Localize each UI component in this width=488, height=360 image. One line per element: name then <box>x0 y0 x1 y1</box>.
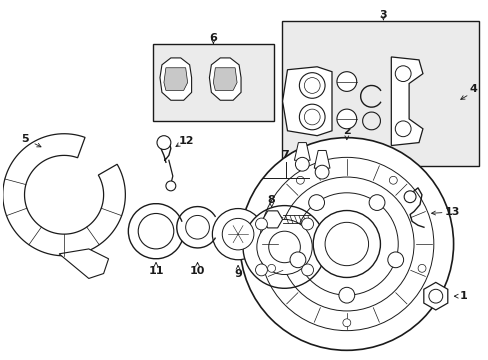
Polygon shape <box>213 68 237 90</box>
Circle shape <box>336 72 356 91</box>
Text: 13: 13 <box>444 207 459 216</box>
Circle shape <box>267 264 275 272</box>
Polygon shape <box>390 57 422 145</box>
Polygon shape <box>209 58 241 100</box>
Text: 11: 11 <box>148 266 163 276</box>
Polygon shape <box>423 282 447 310</box>
Circle shape <box>342 319 350 327</box>
Circle shape <box>255 264 267 276</box>
Circle shape <box>165 181 175 191</box>
Polygon shape <box>314 150 329 168</box>
Circle shape <box>315 165 328 179</box>
Polygon shape <box>163 68 187 90</box>
Bar <box>153 44 273 121</box>
Circle shape <box>255 218 267 230</box>
Circle shape <box>387 252 403 268</box>
Polygon shape <box>294 143 309 160</box>
Polygon shape <box>160 58 191 100</box>
Circle shape <box>368 195 384 211</box>
Circle shape <box>304 109 320 125</box>
Circle shape <box>308 195 324 211</box>
Text: 7: 7 <box>281 150 289 161</box>
Circle shape <box>240 138 453 350</box>
Circle shape <box>304 78 320 93</box>
Circle shape <box>313 211 380 278</box>
Circle shape <box>428 289 442 303</box>
Text: 5: 5 <box>20 134 28 144</box>
Text: 4: 4 <box>468 84 476 94</box>
Circle shape <box>256 219 311 275</box>
Text: 8: 8 <box>267 195 275 205</box>
Polygon shape <box>282 67 331 136</box>
Circle shape <box>157 136 170 149</box>
Circle shape <box>404 191 415 203</box>
Circle shape <box>336 109 356 129</box>
Text: 9: 9 <box>234 269 242 279</box>
Polygon shape <box>262 211 282 228</box>
Circle shape <box>394 121 410 137</box>
Circle shape <box>222 219 253 250</box>
Circle shape <box>299 73 325 98</box>
Text: 12: 12 <box>179 136 194 145</box>
Circle shape <box>296 176 304 184</box>
Circle shape <box>243 206 325 288</box>
Polygon shape <box>3 134 125 256</box>
Bar <box>281 21 478 166</box>
Circle shape <box>417 264 425 272</box>
Polygon shape <box>59 249 108 278</box>
Circle shape <box>299 104 325 130</box>
Circle shape <box>394 66 410 82</box>
Circle shape <box>289 252 305 268</box>
Text: 10: 10 <box>189 266 205 276</box>
Circle shape <box>301 264 313 276</box>
Text: 3: 3 <box>379 10 386 19</box>
Circle shape <box>295 157 308 171</box>
Circle shape <box>268 231 300 263</box>
Circle shape <box>338 287 354 303</box>
Text: 1: 1 <box>459 291 467 301</box>
Text: 6: 6 <box>209 33 217 43</box>
Circle shape <box>212 208 263 260</box>
Circle shape <box>301 218 313 230</box>
Text: 2: 2 <box>342 126 350 136</box>
Circle shape <box>388 176 396 184</box>
Circle shape <box>325 222 368 266</box>
